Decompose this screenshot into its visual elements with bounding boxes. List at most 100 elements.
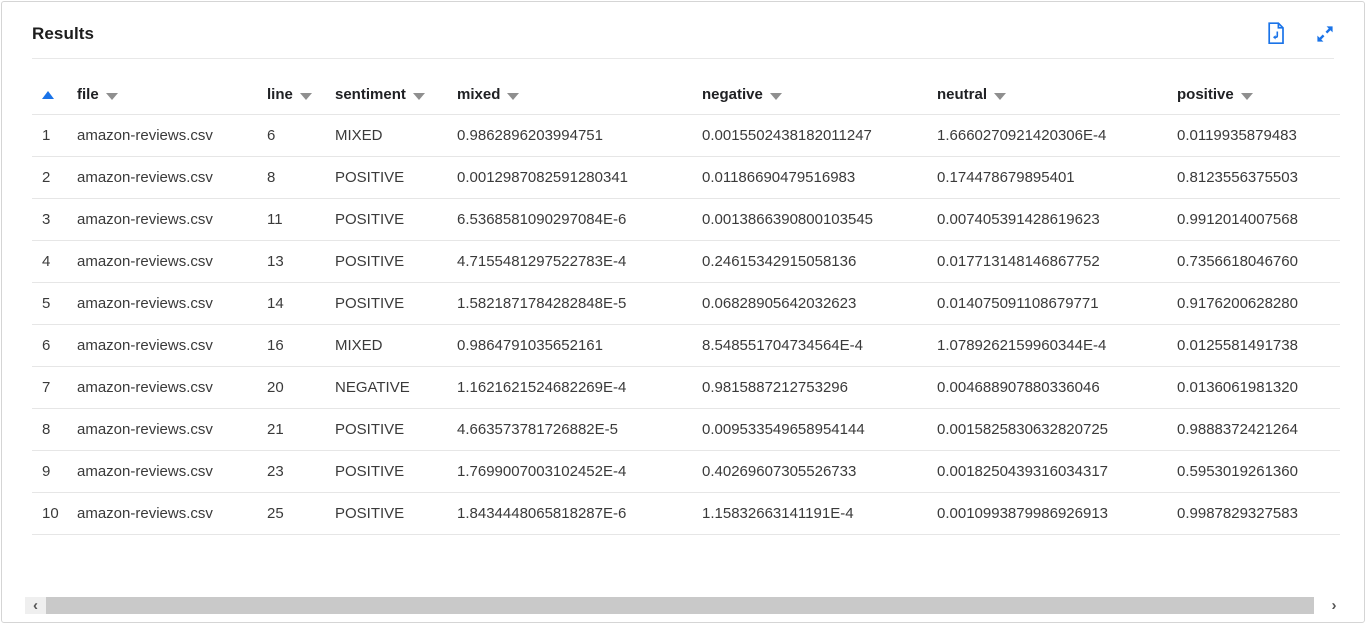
cell-sentiment: MIXED [325,114,447,157]
table-row: 9 amazon-reviews.csv 23 POSITIVE 1.76990… [32,450,1340,493]
panel-actions [1266,22,1336,45]
cell-mixed: 1.5821871784282848E-5 [447,282,692,325]
column-header-index[interactable] [32,74,67,115]
cell-positive: 0.0119935879483 [1167,114,1340,157]
column-label: neutral [937,86,988,103]
cell-sentiment: POSITIVE [325,240,447,283]
cell-sentiment: POSITIVE [325,198,447,241]
cell-index: 4 [32,240,67,283]
table-row: 10 amazon-reviews.csv 25 POSITIVE 1.8434… [32,492,1340,535]
cell-neutral: 0.004688907880336046 [927,366,1167,409]
column-label: negative [702,86,763,103]
results-table: file line sentiment mixed negative neutr… [32,74,1340,535]
column-header-line[interactable]: line [257,74,325,115]
cell-neutral: 0.017713148146867752 [927,240,1167,283]
table-row: 2 amazon-reviews.csv 8 POSITIVE 0.001298… [32,156,1340,199]
horizontal-scrollbar[interactable]: ‹ › [25,597,1342,614]
cell-sentiment: POSITIVE [325,450,447,493]
cell-sentiment: POSITIVE [325,408,447,451]
cell-positive: 0.9176200628280 [1167,282,1340,325]
cell-neutral: 0.0015825830632820725 [927,408,1167,451]
cell-file: amazon-reviews.csv [67,408,257,451]
cell-index: 1 [32,114,67,157]
cell-file: amazon-reviews.csv [67,114,257,157]
column-label: sentiment [335,86,406,103]
panel-title: Results [32,23,95,43]
cell-positive: 0.8123556375503 [1167,156,1340,199]
expand-icon[interactable] [1314,23,1336,45]
cell-neutral: 0.014075091108679771 [927,282,1167,325]
cell-positive: 0.5953019261360 [1167,450,1340,493]
cell-negative: 0.009533549658954144 [692,408,927,451]
cell-file: amazon-reviews.csv [67,240,257,283]
header-divider [32,58,1334,59]
cell-line: 6 [257,114,325,157]
column-header-mixed[interactable]: mixed [447,74,692,115]
cell-mixed: 4.663573781726882E-5 [447,408,692,451]
scrollbar-thumb[interactable] [46,597,1314,614]
column-header-neutral[interactable]: neutral [927,74,1167,115]
cell-mixed: 1.1621621524682269E-4 [447,366,692,409]
cell-mixed: 1.8434448065818287E-6 [447,492,692,535]
filter-caret-icon[interactable] [1240,92,1253,100]
cell-sentiment: POSITIVE [325,282,447,325]
sort-ascending-icon[interactable] [42,91,54,100]
cell-index: 2 [32,156,67,199]
cell-negative: 0.24615342915058136 [692,240,927,283]
filter-caret-icon[interactable] [299,92,312,100]
cell-file: amazon-reviews.csv [67,324,257,367]
filter-caret-icon[interactable] [412,92,425,100]
table-row: 8 amazon-reviews.csv 21 POSITIVE 4.66357… [32,408,1340,451]
table-row: 5 amazon-reviews.csv 14 POSITIVE 1.58218… [32,282,1340,325]
cell-positive: 0.9888372421264 [1167,408,1340,451]
cell-negative: 8.548551704734564E-4 [692,324,927,367]
cell-file: amazon-reviews.csv [67,282,257,325]
cell-positive: 0.7356618046760 [1167,240,1340,283]
cell-mixed: 4.7155481297522783E-4 [447,240,692,283]
cell-neutral: 0.0010993879986926913 [927,492,1167,535]
cell-index: 10 [32,492,67,535]
cell-file: amazon-reviews.csv [67,492,257,535]
table-row: 3 amazon-reviews.csv 11 POSITIVE 6.53685… [32,198,1340,241]
column-label: mixed [457,86,501,103]
column-header-sentiment[interactable]: sentiment [325,74,447,115]
cell-index: 9 [32,450,67,493]
cell-mixed: 0.0012987082591280341 [447,156,692,199]
cell-line: 23 [257,450,325,493]
filter-caret-icon[interactable] [507,92,520,100]
cell-mixed: 6.5368581090297084E-6 [447,198,692,241]
cell-line: 21 [257,408,325,451]
filter-caret-icon[interactable] [994,92,1007,100]
table-header-row: file line sentiment mixed negative neutr… [32,74,1340,115]
cell-sentiment: MIXED [325,324,447,367]
cell-index: 7 [32,366,67,409]
cell-negative: 0.9815887212753296 [692,366,927,409]
cell-negative: 0.40269607305526733 [692,450,927,493]
filter-caret-icon[interactable] [769,92,782,100]
cell-neutral: 1.6660270921420306E-4 [927,114,1167,157]
filter-caret-icon[interactable] [105,92,118,100]
column-header-positive[interactable]: positive [1167,74,1340,115]
table-row: 4 amazon-reviews.csv 13 POSITIVE 4.71554… [32,240,1340,283]
scroll-left-button[interactable]: ‹ [25,597,46,614]
column-header-negative[interactable]: negative [692,74,927,115]
cell-line: 13 [257,240,325,283]
cell-line: 25 [257,492,325,535]
panel-header: Results [2,2,1364,58]
cell-sentiment: POSITIVE [325,156,447,199]
cell-mixed: 0.9864791035652161 [447,324,692,367]
cell-file: amazon-reviews.csv [67,450,257,493]
cell-negative: 0.01186690479516983 [692,156,927,199]
cell-line: 11 [257,198,325,241]
cell-neutral: 0.007405391428619623 [927,198,1167,241]
scroll-right-button[interactable]: › [1331,597,1337,614]
column-label: line [267,86,293,103]
cell-line: 16 [257,324,325,367]
column-header-file[interactable]: file [67,74,257,115]
export-file-icon[interactable] [1266,22,1286,45]
cell-positive: 0.0136061981320 [1167,366,1340,409]
cell-file: amazon-reviews.csv [67,156,257,199]
cell-index: 6 [32,324,67,367]
cell-line: 8 [257,156,325,199]
